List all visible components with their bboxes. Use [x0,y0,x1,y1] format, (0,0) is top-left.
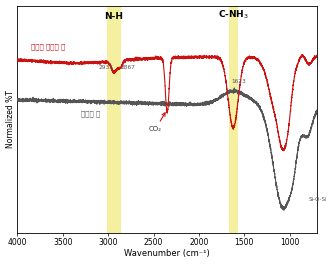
Text: 2935: 2935 [99,65,114,70]
Text: CO₂: CO₂ [149,113,165,132]
Text: 1623: 1623 [232,79,246,84]
Text: 실리카 솔: 실리카 솔 [81,111,100,117]
Bar [229,6,238,233]
Bar [107,6,121,233]
Text: 아민기 실리카 솔: 아민기 실리카 솔 [31,43,65,50]
Text: C-NH$_3$: C-NH$_3$ [218,9,248,21]
Text: 2867: 2867 [121,65,136,70]
Y-axis label: Normalized %T: Normalized %T [6,91,15,148]
X-axis label: Wavenumber (cm⁻¹): Wavenumber (cm⁻¹) [124,249,210,258]
Text: N-H: N-H [105,12,124,21]
Text: Si-O-Si: Si-O-Si [309,197,327,202]
